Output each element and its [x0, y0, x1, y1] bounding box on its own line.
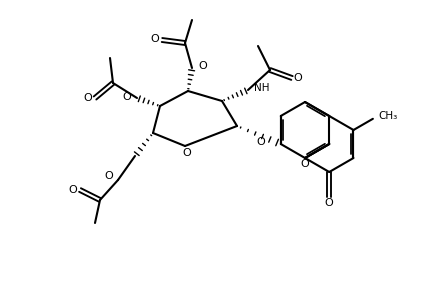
Text: O: O [256, 137, 265, 147]
Text: O: O [122, 92, 131, 102]
Text: O: O [68, 185, 77, 195]
Text: O: O [300, 159, 309, 169]
Text: O: O [198, 61, 207, 71]
Text: O: O [183, 148, 191, 158]
Text: NH: NH [254, 83, 270, 93]
Text: O: O [325, 198, 333, 208]
Text: CH₃: CH₃ [378, 111, 397, 121]
Text: O: O [151, 34, 159, 44]
Text: O: O [104, 171, 113, 181]
Text: O: O [83, 93, 92, 103]
Text: O: O [294, 73, 302, 83]
